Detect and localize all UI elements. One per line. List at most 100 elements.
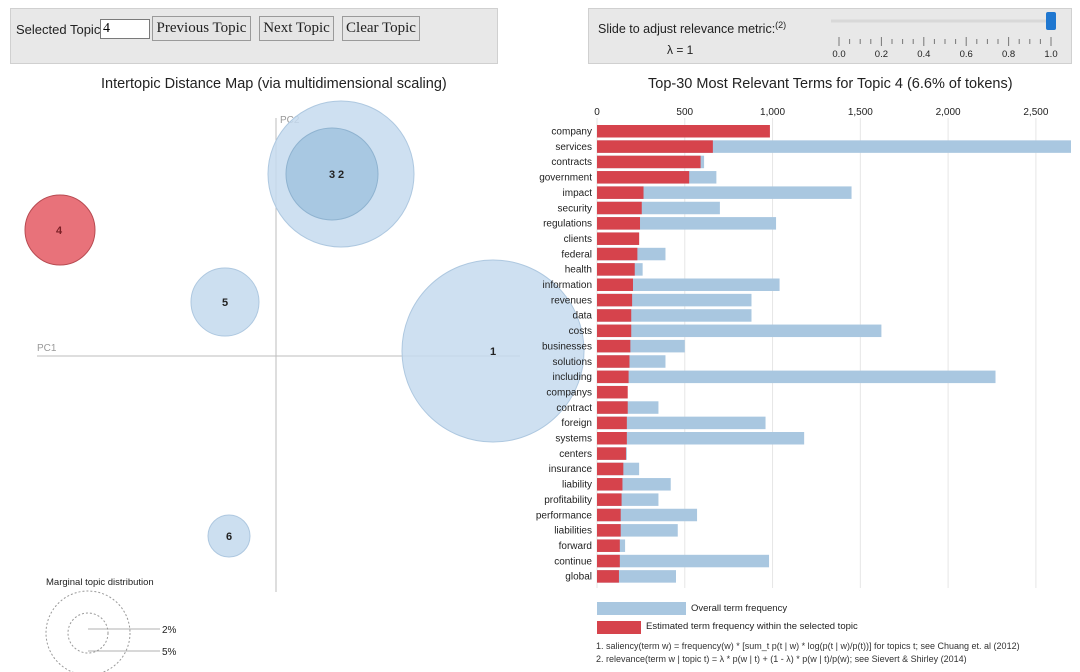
topic-label-3: 3 <box>329 169 335 181</box>
overall-frequency-bar[interactable] <box>597 217 777 230</box>
term-label[interactable]: liability <box>562 480 592 491</box>
estimated-frequency-bar[interactable] <box>597 570 619 583</box>
term-label[interactable]: revenues <box>551 295 592 306</box>
estimated-frequency-bar[interactable] <box>597 385 628 399</box>
pc1-axis-label: PC1 <box>37 343 57 354</box>
estimated-frequency-bar[interactable] <box>597 355 630 368</box>
estimated-frequency-bar[interactable] <box>597 432 627 445</box>
overall-frequency-bar[interactable] <box>597 140 1071 153</box>
term-label[interactable]: systems <box>555 434 592 445</box>
estimated-frequency-bar[interactable] <box>597 478 623 491</box>
topic-label-4: 4 <box>56 225 63 237</box>
term-label[interactable]: costs <box>569 326 592 337</box>
bar-x-tick-label: 2,000 <box>936 107 961 118</box>
overall-frequency-bar[interactable] <box>597 370 996 384</box>
term-label[interactable]: regulations <box>543 219 592 230</box>
topic-label-5: 5 <box>222 297 228 309</box>
slider-handle[interactable] <box>1046 12 1056 30</box>
legend-overall-swatch <box>597 602 686 615</box>
term-label[interactable]: data <box>573 311 593 322</box>
topic-circle-2[interactable] <box>285 127 379 221</box>
term-label[interactable]: clients <box>564 234 592 245</box>
estimated-frequency-bar[interactable] <box>597 201 642 215</box>
estimated-frequency-bar[interactable] <box>597 524 621 537</box>
estimated-frequency-bar[interactable] <box>597 462 624 476</box>
estimated-frequency-bar[interactable] <box>597 339 631 353</box>
overall-frequency-bar[interactable] <box>597 432 805 445</box>
overall-frequency-bar[interactable] <box>597 293 752 307</box>
term-label[interactable]: solutions <box>553 357 592 368</box>
mds-title: Intertopic Distance Map (via multidimens… <box>101 76 447 92</box>
marginal-label-2pct: 2% <box>162 625 177 636</box>
term-label[interactable]: security <box>558 203 592 214</box>
slider-tick-group: 0.0 0.2 0.4 0.6 0.8 1.0 <box>832 37 1058 60</box>
estimated-frequency-bar[interactable] <box>597 447 626 460</box>
bar-x-tick-label: 1,500 <box>848 107 873 118</box>
footnote-saliency: 1. saliency(term w) = frequency(w) * [su… <box>596 641 1020 651</box>
term-label[interactable]: contract <box>556 403 592 414</box>
relevance-slider[interactable]: 0.0 0.2 0.4 0.6 0.8 1.0 <box>589 9 1071 63</box>
term-label[interactable]: including <box>553 372 592 383</box>
slider-tick-label: 0.8 <box>1002 49 1015 60</box>
term-label[interactable]: information <box>543 280 592 291</box>
term-label[interactable]: insurance <box>549 464 593 475</box>
estimated-frequency-bar[interactable] <box>597 125 770 138</box>
estimated-frequency-bar[interactable] <box>597 155 701 169</box>
estimated-frequency-bar[interactable] <box>597 247 638 261</box>
overall-frequency-bar[interactable] <box>597 416 766 430</box>
term-label[interactable]: health <box>565 265 592 276</box>
estimated-frequency-bar[interactable] <box>597 401 628 414</box>
term-label[interactable]: liabilities <box>554 526 592 537</box>
term-label[interactable]: centers <box>559 449 592 460</box>
term-label[interactable]: foreign <box>561 418 592 429</box>
estimated-frequency-bar[interactable] <box>597 263 635 276</box>
term-label[interactable]: company <box>551 127 592 138</box>
estimated-frequency-bar[interactable] <box>597 217 641 230</box>
overall-frequency-bar[interactable] <box>597 186 852 199</box>
estimated-frequency-bar[interactable] <box>597 186 644 199</box>
next-topic-button[interactable]: Next Topic <box>259 16 334 41</box>
term-label[interactable]: contracts <box>551 157 592 168</box>
term-label[interactable]: global <box>565 572 592 583</box>
term-label[interactable]: businesses <box>542 341 592 352</box>
topic-circle-1[interactable] <box>401 259 585 443</box>
overall-frequency-bar[interactable] <box>597 309 752 322</box>
overall-frequency-bar[interactable] <box>597 278 780 292</box>
topic-circle-5[interactable] <box>190 267 260 337</box>
term-labels: company services contracts government impact… <box>536 127 593 583</box>
estimated-frequency-bar[interactable] <box>597 309 632 322</box>
estimated-frequency-bar[interactable] <box>597 171 690 184</box>
estimated-frequency-bar[interactable] <box>597 370 629 384</box>
topic-circle-6[interactable] <box>207 514 251 558</box>
estimated-frequency-bar[interactable] <box>597 508 621 522</box>
overall-frequency-bar[interactable] <box>597 324 882 338</box>
estimated-frequency-bar[interactable] <box>597 324 632 338</box>
clear-topic-button[interactable]: Clear Topic <box>342 16 420 41</box>
term-label[interactable]: continue <box>554 556 592 567</box>
term-label[interactable]: federal <box>561 249 592 260</box>
previous-topic-button[interactable]: Previous Topic <box>152 16 251 41</box>
slider-tick-label: 1.0 <box>1044 49 1057 60</box>
overall-frequency-bar[interactable] <box>597 508 698 522</box>
bar-x-tick-label: 1,000 <box>760 107 785 118</box>
selected-topic-input[interactable] <box>100 19 150 39</box>
term-label[interactable]: forward <box>559 541 592 552</box>
estimated-frequency-bar[interactable] <box>597 539 620 552</box>
estimated-frequency-bar[interactable] <box>597 416 627 430</box>
term-label[interactable]: profitability <box>544 495 592 506</box>
marginal-circle-large <box>45 590 131 672</box>
estimated-frequency-bar[interactable] <box>597 293 633 307</box>
term-label[interactable]: government <box>539 173 592 184</box>
term-label[interactable]: services <box>555 142 592 153</box>
term-label[interactable]: companys <box>546 387 592 398</box>
topic-circle-4-selected[interactable] <box>24 194 96 266</box>
selected-topic-label: Selected Topic: <box>16 22 104 37</box>
overall-frequency-bar[interactable] <box>597 554 770 568</box>
estimated-frequency-bar[interactable] <box>597 278 633 292</box>
estimated-frequency-bar[interactable] <box>597 140 713 153</box>
estimated-frequency-bar[interactable] <box>597 232 640 245</box>
term-label[interactable]: impact <box>563 188 593 199</box>
term-label[interactable]: performance <box>536 510 593 521</box>
estimated-frequency-bar[interactable] <box>597 554 620 568</box>
estimated-frequency-bar[interactable] <box>597 493 622 506</box>
